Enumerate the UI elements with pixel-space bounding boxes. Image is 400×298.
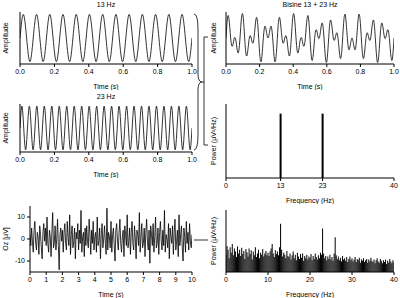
svg-text:0.2: 0.2 <box>255 68 265 75</box>
svg-text:30: 30 <box>348 276 356 283</box>
svg-text:0.8: 0.8 <box>153 68 163 75</box>
svg-text:Frequency (Hz): Frequency (Hz) <box>286 197 334 204</box>
svg-text:Time (s): Time (s) <box>93 83 118 90</box>
svg-text:0.6: 0.6 <box>322 68 332 75</box>
svg-text:Power (µV²/Hz): Power (µV²/Hz) <box>210 217 218 265</box>
svg-text:0.4: 0.4 <box>288 68 298 75</box>
svg-text:1.0: 1.0 <box>187 68 197 75</box>
svg-text:0.8: 0.8 <box>153 156 163 163</box>
svg-text:0: 0 <box>224 276 228 283</box>
svg-text:3: 3 <box>77 276 81 283</box>
svg-text:7: 7 <box>141 276 145 283</box>
svg-text:5: 5 <box>109 276 113 283</box>
svg-text:Frequency (Hz): Frequency (Hz) <box>286 291 334 298</box>
svg-text:Time (s): Time (s) <box>93 171 118 178</box>
svg-text:0.0: 0.0 <box>15 68 25 75</box>
svg-text:0.6: 0.6 <box>118 68 128 75</box>
svg-text:0.4: 0.4 <box>84 156 94 163</box>
svg-text:0.0: 0.0 <box>221 68 231 75</box>
svg-text:9: 9 <box>174 276 178 283</box>
html-text:13 Hz: 13 Hz <box>96 1 116 8</box>
svg-text:-10: -10 <box>15 257 25 264</box>
svg-text:0: 0 <box>224 182 228 189</box>
svg-text:10: 10 <box>17 213 25 220</box>
html-text:Bisine 13 + 23 Hz: Bisine 13 + 23 Hz <box>282 1 338 8</box>
svg-text:23: 23 <box>319 182 327 189</box>
svg-text:20: 20 <box>306 276 314 283</box>
svg-text:Power (µV²/Hz): Power (µV²/Hz) <box>210 117 218 165</box>
svg-text:1.0: 1.0 <box>389 68 392 75</box>
svg-text:1.0: 1.0 <box>187 156 197 163</box>
svg-text:10: 10 <box>188 276 196 283</box>
svg-text:0.8: 0.8 <box>356 68 366 75</box>
svg-text:4: 4 <box>93 276 97 283</box>
svg-text:8: 8 <box>158 276 162 283</box>
svg-text:6: 6 <box>125 276 129 283</box>
svg-text:Amplitude: Amplitude <box>210 22 218 53</box>
svg-text:Time (s): Time (s) <box>98 291 123 298</box>
svg-text:40: 40 <box>390 182 392 189</box>
svg-text:40: 40 <box>390 276 392 283</box>
svg-text:0.2: 0.2 <box>50 156 60 163</box>
svg-text:Oz [µV]: Oz [µV] <box>8 227 10 251</box>
svg-text:Amplitude: Amplitude <box>8 112 10 143</box>
svg-text:2: 2 <box>60 276 64 283</box>
svg-text:Amplitude: Amplitude <box>8 22 10 53</box>
svg-text:0.6: 0.6 <box>118 156 128 163</box>
svg-text:0.2: 0.2 <box>50 68 60 75</box>
svg-text:Time (s): Time (s) <box>297 83 322 90</box>
svg-text:10: 10 <box>264 276 272 283</box>
svg-text:0: 0 <box>28 276 32 283</box>
svg-text:0: 0 <box>21 235 25 242</box>
svg-text:0.4: 0.4 <box>84 68 94 75</box>
html-text:23 Hz: 23 Hz <box>96 93 116 100</box>
svg-text:0.0: 0.0 <box>15 156 25 163</box>
svg-text:13: 13 <box>277 182 285 189</box>
svg-text:1: 1 <box>44 276 48 283</box>
